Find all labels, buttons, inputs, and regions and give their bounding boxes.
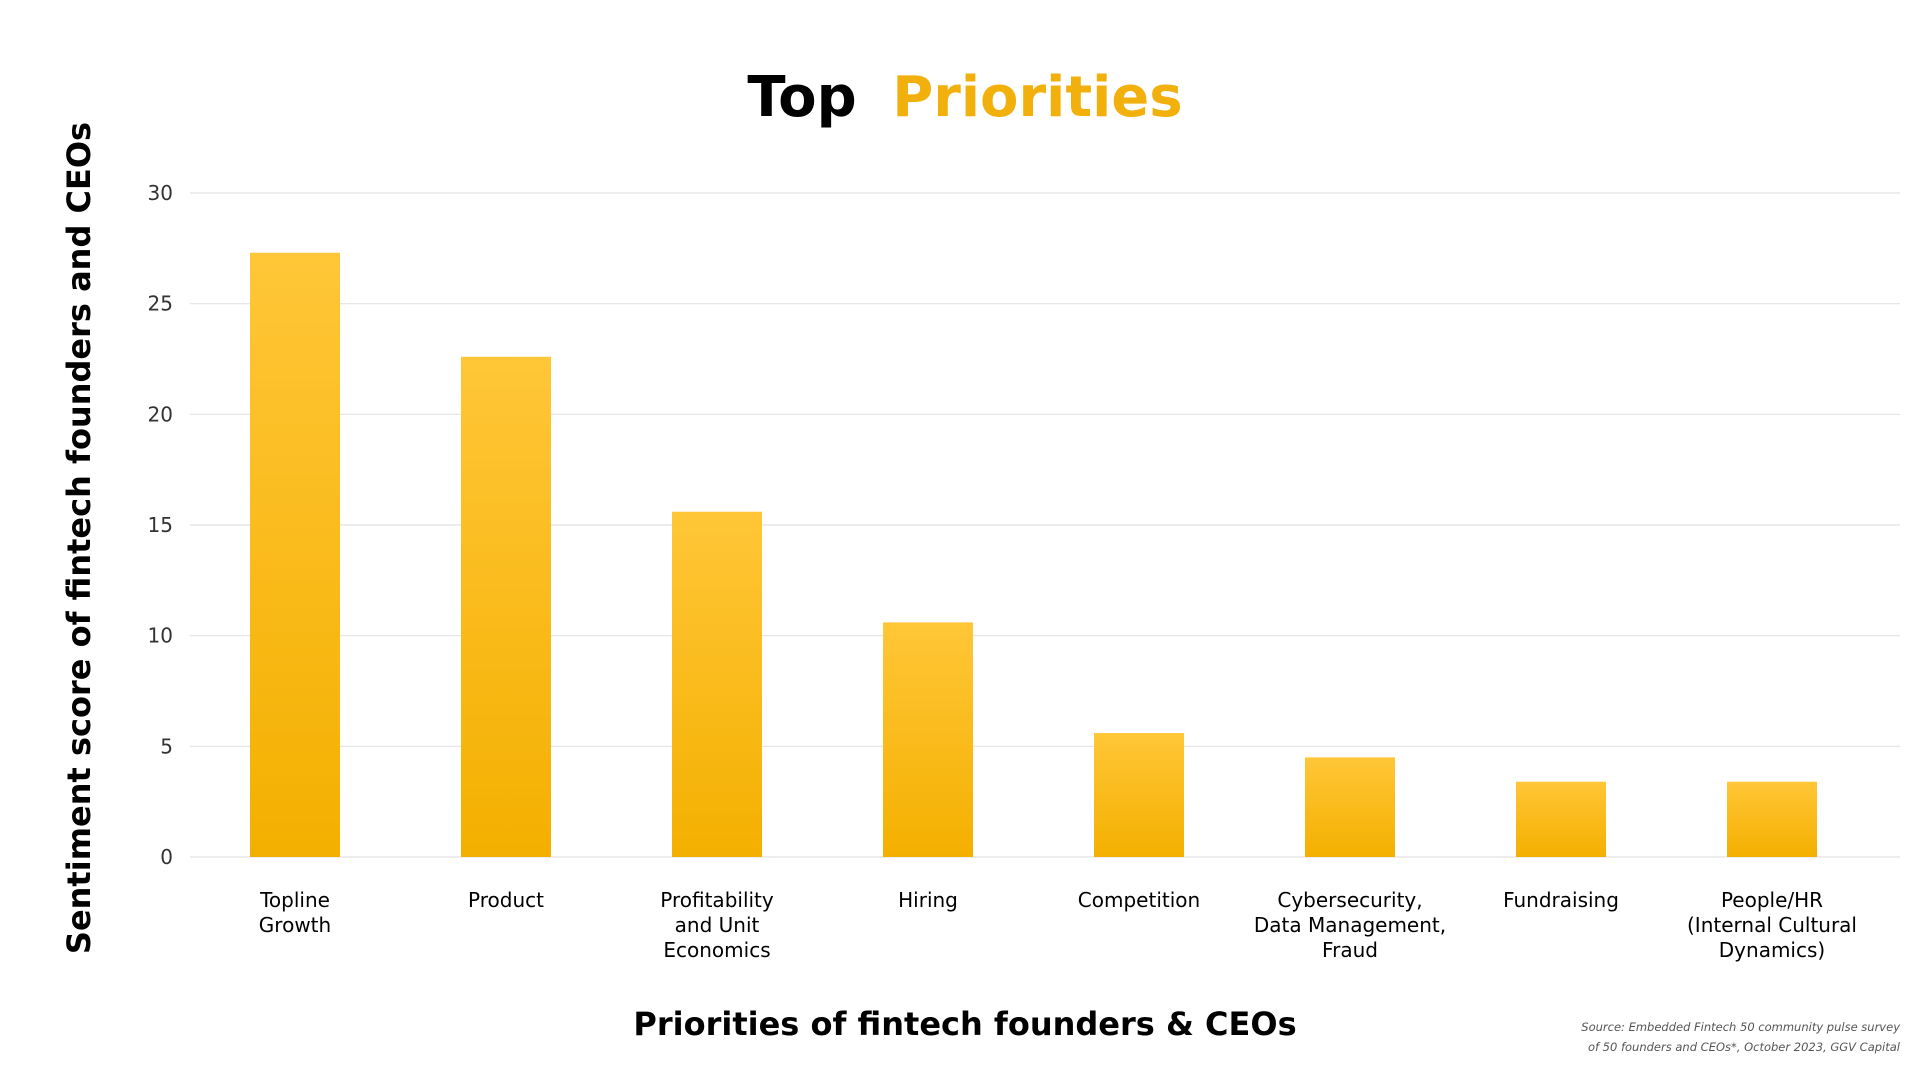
x-axis-ticks: Topline Growth Product Profitability and Uni… bbox=[259, 888, 1857, 962]
chart-title-accent: Priorities bbox=[892, 65, 1182, 130]
source-note-line-2: of 50 founders and CEOs*, October 2023, … bbox=[1588, 1040, 1901, 1054]
x-tick-label-line: (Internal Cultural bbox=[1687, 913, 1857, 937]
x-tick-label-line: Hiring bbox=[898, 888, 958, 912]
x-axis-label: Priorities of fintech founders & CEOs bbox=[633, 1005, 1296, 1043]
x-tick-label-line: Dynamics) bbox=[1719, 938, 1825, 962]
y-tick-label: 0 bbox=[160, 845, 173, 869]
x-tick-label-line: Fundraising bbox=[1503, 888, 1619, 912]
y-tick-label: 30 bbox=[148, 181, 173, 205]
x-tick-label-line: Profitability bbox=[660, 888, 774, 912]
y-tick-label: 25 bbox=[148, 292, 173, 316]
y-tick-label: 20 bbox=[148, 402, 173, 426]
y-tick-label: 15 bbox=[148, 513, 173, 537]
x-tick-label-line: Economics bbox=[663, 938, 770, 962]
bar-3 bbox=[883, 622, 973, 857]
x-tick-label: Competition bbox=[1078, 888, 1200, 912]
chart-title: Top Priorities bbox=[747, 65, 1182, 130]
bar-2 bbox=[672, 511, 762, 857]
x-tick-label-line: Competition bbox=[1078, 888, 1200, 912]
x-tick-label: Fundraising bbox=[1503, 888, 1619, 912]
y-axis-label: Sentiment score of fintech founders and … bbox=[60, 122, 98, 954]
x-tick-label-line: Topline bbox=[259, 888, 330, 912]
x-tick-label: Product bbox=[468, 888, 544, 912]
x-tick-label-line: Data Management, bbox=[1254, 913, 1446, 937]
x-tick-label-line: Growth bbox=[259, 913, 331, 937]
x-tick-label: Cybersecurity, Data Management, Fraud bbox=[1254, 888, 1446, 962]
y-tick-label: 10 bbox=[148, 624, 173, 648]
source-note-line-1: Source: Embedded Fintech 50 community pu… bbox=[1581, 1020, 1900, 1034]
bar-1 bbox=[461, 356, 551, 857]
bar-4 bbox=[1094, 733, 1184, 857]
bar-6 bbox=[1516, 781, 1606, 857]
bar-7 bbox=[1727, 781, 1817, 857]
bar-0 bbox=[250, 252, 340, 857]
y-tick-label: 5 bbox=[160, 734, 173, 758]
x-tick-label: People/HR (Internal Cultural Dynamics) bbox=[1687, 888, 1857, 962]
x-tick-label-line: Cybersecurity, bbox=[1277, 888, 1422, 912]
x-tick-label-line: People/HR bbox=[1721, 888, 1823, 912]
x-tick-label-line: Product bbox=[468, 888, 544, 912]
x-tick-label: Topline Growth bbox=[259, 888, 331, 937]
chart-title-dark: Top bbox=[747, 65, 856, 130]
bar-5 bbox=[1305, 757, 1395, 857]
x-tick-label-line: Fraud bbox=[1322, 938, 1378, 962]
x-tick-label-line: and Unit bbox=[675, 913, 760, 937]
bars bbox=[250, 252, 1817, 857]
x-tick-label: Profitability and Unit Economics bbox=[660, 888, 774, 962]
gridlines bbox=[190, 192, 1900, 858]
x-tick-label: Hiring bbox=[898, 888, 958, 912]
y-axis-ticks: 0 5 10 15 20 25 30 bbox=[148, 181, 173, 869]
